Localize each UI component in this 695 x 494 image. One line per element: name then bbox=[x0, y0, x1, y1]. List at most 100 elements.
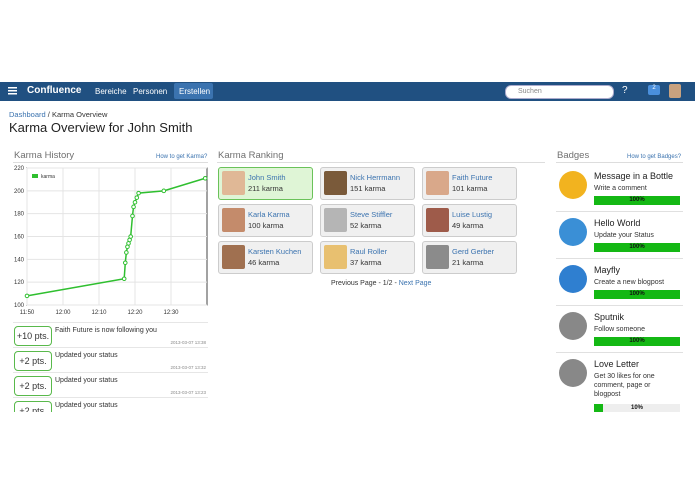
user-card[interactable]: Gerd Gerber 21 karma bbox=[422, 241, 517, 274]
search-placeholder: Suchen bbox=[518, 88, 542, 95]
progress-bar: 100% bbox=[594, 290, 680, 299]
user-card[interactable]: Raul Roller 37 karma bbox=[320, 241, 415, 274]
progress-bar: 100% bbox=[594, 243, 680, 252]
points-pill: +10 pts. bbox=[14, 326, 52, 346]
progress-label: 100% bbox=[629, 291, 645, 297]
user-karma: 37 karma bbox=[350, 258, 382, 267]
activity-separator bbox=[13, 347, 208, 348]
badge-icon bbox=[559, 218, 587, 246]
badge: Hello World Update your Status 100% bbox=[556, 211, 683, 258]
activity-separator bbox=[13, 322, 208, 323]
activity-text: Updated your status bbox=[55, 402, 118, 409]
badge-title: Message in a Bottle bbox=[594, 171, 674, 181]
user-karma: 101 karma bbox=[452, 184, 488, 193]
point bbox=[121, 276, 127, 282]
user-karma: 52 karma bbox=[350, 221, 382, 230]
progress-fill bbox=[594, 290, 680, 299]
previous-page: Previous Page bbox=[331, 280, 377, 287]
badge-icon bbox=[559, 359, 587, 387]
badge-title: Love Letter bbox=[594, 359, 640, 369]
user-card[interactable]: Steve Stiffler 52 karma bbox=[320, 204, 415, 237]
user-avatar bbox=[426, 171, 449, 195]
point bbox=[124, 250, 129, 255]
karma-chart: 100 120 140 160 180 200 220 11:50 12:00 12:10 12:2… bbox=[14, 166, 208, 316]
divider bbox=[556, 162, 683, 163]
divider bbox=[13, 162, 208, 163]
user-name: Steve Stiffler bbox=[350, 210, 393, 219]
point bbox=[122, 260, 128, 266]
user-karma: 100 karma bbox=[248, 221, 284, 230]
badge-title: Sputnik bbox=[594, 312, 625, 322]
user-avatar[interactable] bbox=[669, 84, 681, 98]
point bbox=[202, 175, 208, 181]
x-tick-label: 12:00 bbox=[55, 310, 71, 316]
user-card[interactable]: John Smith 211 karma bbox=[218, 167, 313, 200]
user-avatar bbox=[222, 245, 245, 269]
activity-date: 2013-03-07 13:23 bbox=[170, 390, 206, 395]
progress-bar: 100% bbox=[594, 337, 680, 346]
badge-description: Create a new blogpost bbox=[594, 279, 665, 286]
user-name: John Smith bbox=[248, 173, 286, 182]
badge-description: Get 30 likes for one comment, page or bl… bbox=[594, 373, 655, 398]
badge-description: Follow someone bbox=[594, 326, 645, 333]
points-pill: +2 pts. bbox=[14, 376, 52, 396]
search-box[interactable]: Suchen bbox=[505, 85, 614, 99]
nav-item[interactable]: Personen bbox=[133, 87, 168, 96]
y-tick-label: 120 bbox=[14, 280, 25, 286]
user-karma: 46 karma bbox=[248, 258, 280, 267]
user-name: Karla Karma bbox=[248, 210, 290, 219]
user-name: Gerd Gerber bbox=[452, 247, 495, 256]
user-avatar bbox=[324, 208, 347, 232]
badge-description: Write a comment bbox=[594, 185, 647, 192]
user-karma: 151 karma bbox=[350, 184, 386, 193]
progress-label: 100% bbox=[629, 338, 645, 344]
badge: Mayfly Create a new blogpost 100% bbox=[556, 258, 683, 305]
activity-text: Updated your status bbox=[55, 377, 118, 384]
user-avatar bbox=[324, 171, 347, 195]
user-card[interactable]: Karla Karma 100 karma bbox=[218, 204, 313, 237]
point bbox=[132, 199, 138, 205]
user-card[interactable]: Faith Future 101 karma bbox=[422, 167, 517, 200]
user-card[interactable]: Karsten Kuchen 46 karma bbox=[218, 241, 313, 274]
point bbox=[24, 293, 30, 299]
page-title: Karma Overview for John Smith bbox=[9, 120, 193, 135]
badge-list: Message in a Bottle Write a comment 100% He… bbox=[556, 164, 683, 412]
user-name: Karsten Kuchen bbox=[248, 247, 302, 256]
breadcrumb-current: Karma Overview bbox=[51, 110, 108, 119]
badge-icon bbox=[559, 171, 587, 199]
badge: Sputnik Follow someone 100% bbox=[556, 305, 683, 352]
section-heading: Karma History bbox=[14, 150, 75, 161]
help-link[interactable]: How to get Badges? bbox=[627, 154, 682, 160]
legend-label: karma bbox=[41, 174, 55, 180]
page-indicator: 1/2 bbox=[382, 280, 393, 287]
badge-icon bbox=[559, 312, 587, 340]
x-tick-label: 12:20 bbox=[127, 310, 143, 316]
point bbox=[136, 190, 141, 196]
user-card[interactable]: Luise Lustig 49 karma bbox=[422, 204, 517, 237]
user-name: Luise Lustig bbox=[452, 210, 493, 219]
point bbox=[134, 195, 140, 200]
user-card[interactable]: Nick Herrmann 151 karma bbox=[320, 167, 415, 200]
breadcrumb-link[interactable]: Dashboard bbox=[9, 110, 46, 119]
user-karma: 21 karma bbox=[452, 258, 484, 267]
x-tick-label: 11:50 bbox=[20, 310, 35, 316]
point bbox=[128, 234, 133, 239]
nav-item[interactable]: Bereiche bbox=[95, 87, 127, 96]
section-heading: Karma Ranking bbox=[218, 150, 284, 161]
notifications[interactable]: 2 bbox=[648, 85, 660, 95]
create-button[interactable]: Erstellen bbox=[174, 83, 213, 99]
user-name: Raul Roller bbox=[350, 247, 388, 256]
next-page[interactable]: Next Page bbox=[398, 280, 432, 287]
logo[interactable]: Confluence bbox=[27, 85, 82, 96]
menu-icon[interactable] bbox=[8, 87, 17, 95]
badge-title: Mayfly bbox=[594, 265, 621, 275]
points-pill: +2 pts. bbox=[14, 401, 52, 412]
section-heading: Badges bbox=[557, 150, 590, 161]
point bbox=[130, 213, 135, 219]
help-link[interactable]: How to get Karma? bbox=[156, 154, 208, 160]
badge-separator bbox=[556, 211, 683, 212]
badge-separator bbox=[556, 305, 683, 306]
user-name: Faith Future bbox=[452, 173, 493, 182]
user-avatar bbox=[324, 245, 347, 269]
help-icon[interactable]: ? bbox=[622, 85, 628, 96]
